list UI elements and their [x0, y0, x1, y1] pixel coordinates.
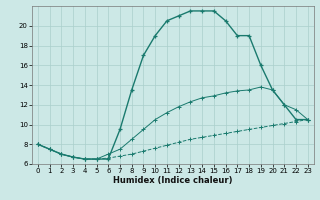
- X-axis label: Humidex (Indice chaleur): Humidex (Indice chaleur): [113, 176, 233, 185]
